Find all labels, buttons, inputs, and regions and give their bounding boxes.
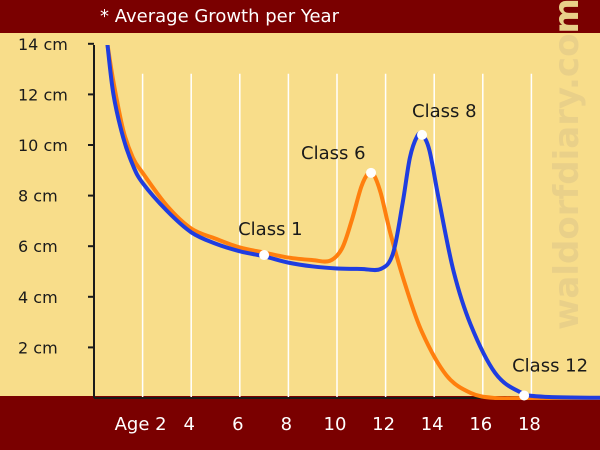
x-tick-label: 10 xyxy=(324,414,347,435)
y-tick-label: 4 cm xyxy=(18,288,58,307)
x-tick-label: 18 xyxy=(518,414,541,435)
orange-series-line xyxy=(105,45,600,400)
annotation-label: Class 1 xyxy=(238,219,303,240)
plot-background xyxy=(0,33,600,396)
data-point-marker xyxy=(519,390,530,401)
data-point-marker xyxy=(417,129,428,140)
x-tick-label: 12 xyxy=(372,414,395,435)
x-tick-label: 8 xyxy=(281,414,292,435)
annotation-label: Class 12 xyxy=(512,355,588,376)
x-tick-label: Age 2 xyxy=(115,414,167,435)
annotation-label: Class 8 xyxy=(412,101,477,122)
x-tick-label: 16 xyxy=(469,414,492,435)
x-tick-label: 6 xyxy=(232,414,243,435)
data-point-marker xyxy=(366,167,377,178)
blue-series-line xyxy=(105,45,600,400)
y-tick-label: 2 cm xyxy=(18,338,58,357)
x-tick-label: 4 xyxy=(183,414,194,435)
x-tick-label: 14 xyxy=(421,414,444,435)
chart-title: * Average Growth per Year xyxy=(100,6,340,27)
annotation-label: Class 6 xyxy=(301,143,366,164)
data-point-marker xyxy=(259,250,270,261)
y-tick-label: 8 cm xyxy=(18,187,58,206)
y-tick-label: 6 cm xyxy=(18,237,58,256)
y-tick-label: 14 cm xyxy=(18,35,68,54)
watermark: waldorfdiary.com xyxy=(547,0,587,330)
y-tick-label: 10 cm xyxy=(18,136,68,155)
y-tick-label: 12 cm xyxy=(18,85,68,104)
